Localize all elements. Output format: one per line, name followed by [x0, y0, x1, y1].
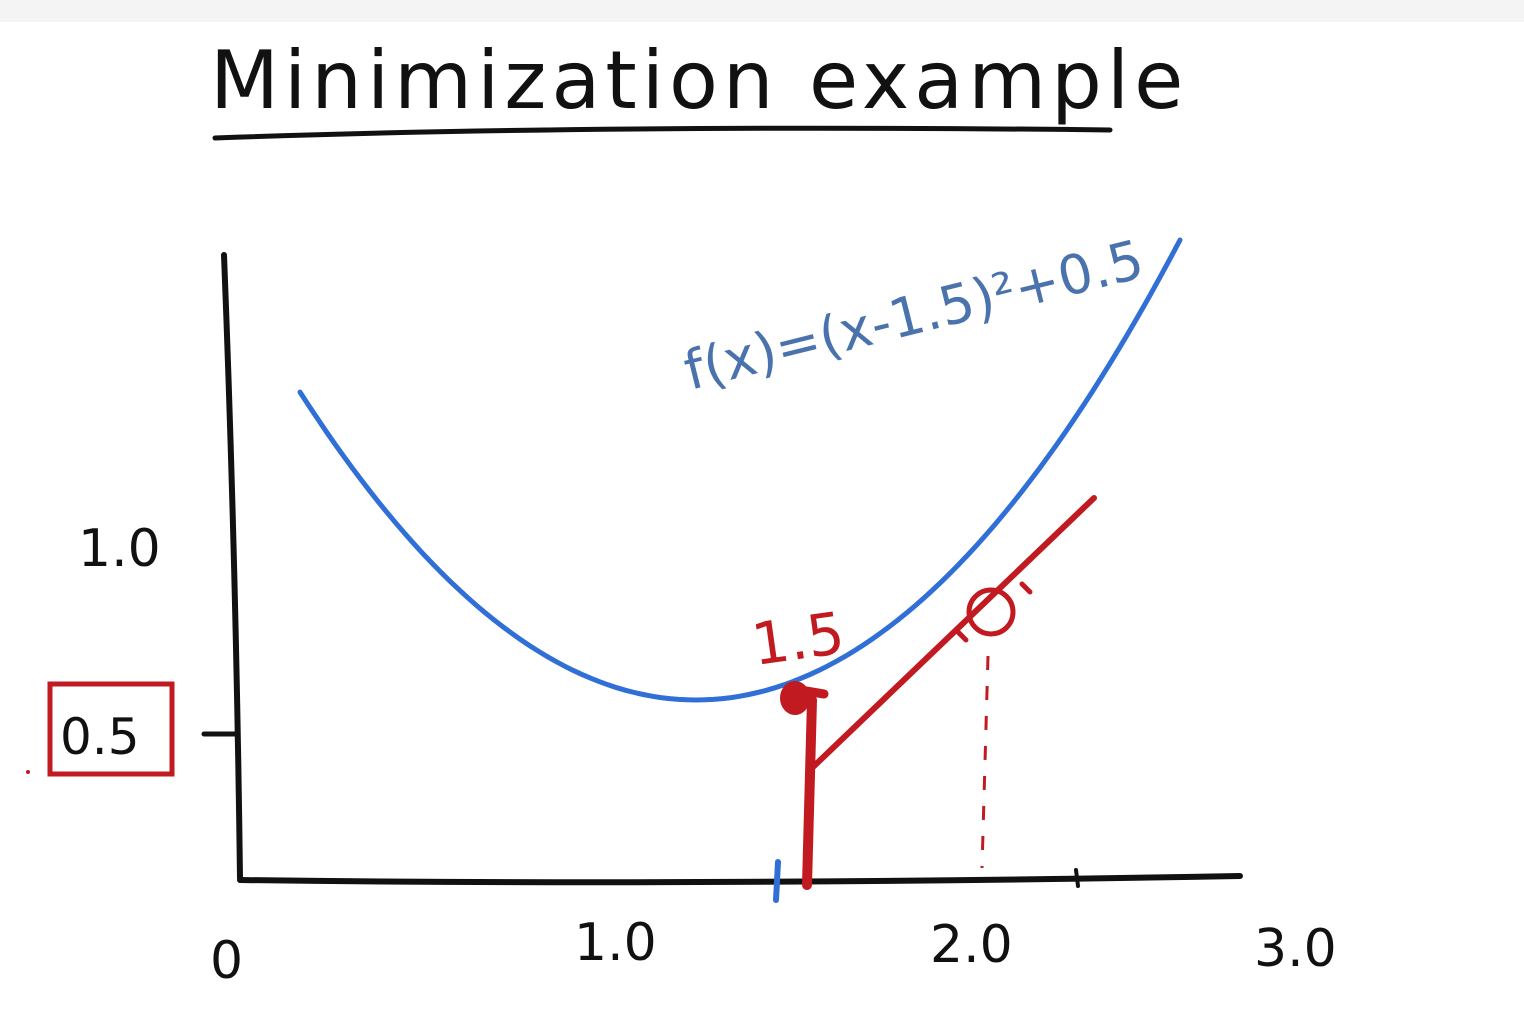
formula-label: f(x)=(x-1.5)²+0.5 [678, 228, 1150, 403]
tangent-hash-marks [955, 581, 1033, 643]
red-vertical-line [802, 695, 817, 890]
y-tick-label-0-5: 0.5 [60, 708, 140, 766]
parabola-curve [297, 237, 1183, 703]
x-tick-2-4 [1074, 868, 1080, 888]
minimum-point [780, 681, 810, 715]
x-tick-label-1: 1.0 [574, 913, 657, 973]
y-axis [221, 252, 243, 881]
test-point-circle [966, 587, 1016, 637]
minimum-x-label: 1.5 [748, 599, 849, 679]
dashed-drop-line [980, 655, 990, 869]
minimum-x-marker [773, 859, 781, 903]
diagram-title: Minimization example [210, 34, 1188, 127]
title-underline [212, 125, 1113, 141]
stray-dot [26, 770, 30, 774]
x-tick-label-3: 3.0 [1254, 919, 1337, 979]
tangent-line [809, 495, 1097, 771]
x-tick-label-2: 2.0 [930, 915, 1013, 975]
x-tick-label-0: 0 [210, 931, 243, 991]
minimum-point-tick [795, 685, 829, 699]
top-bar [0, 0, 1524, 22]
formula-label-group: f(x)=(x-1.5)²+0.5 [678, 228, 1150, 403]
y-tick-label-1-0: 1.0 [78, 519, 161, 579]
highlight-box [47, 681, 175, 777]
x-axis [237, 873, 1243, 886]
